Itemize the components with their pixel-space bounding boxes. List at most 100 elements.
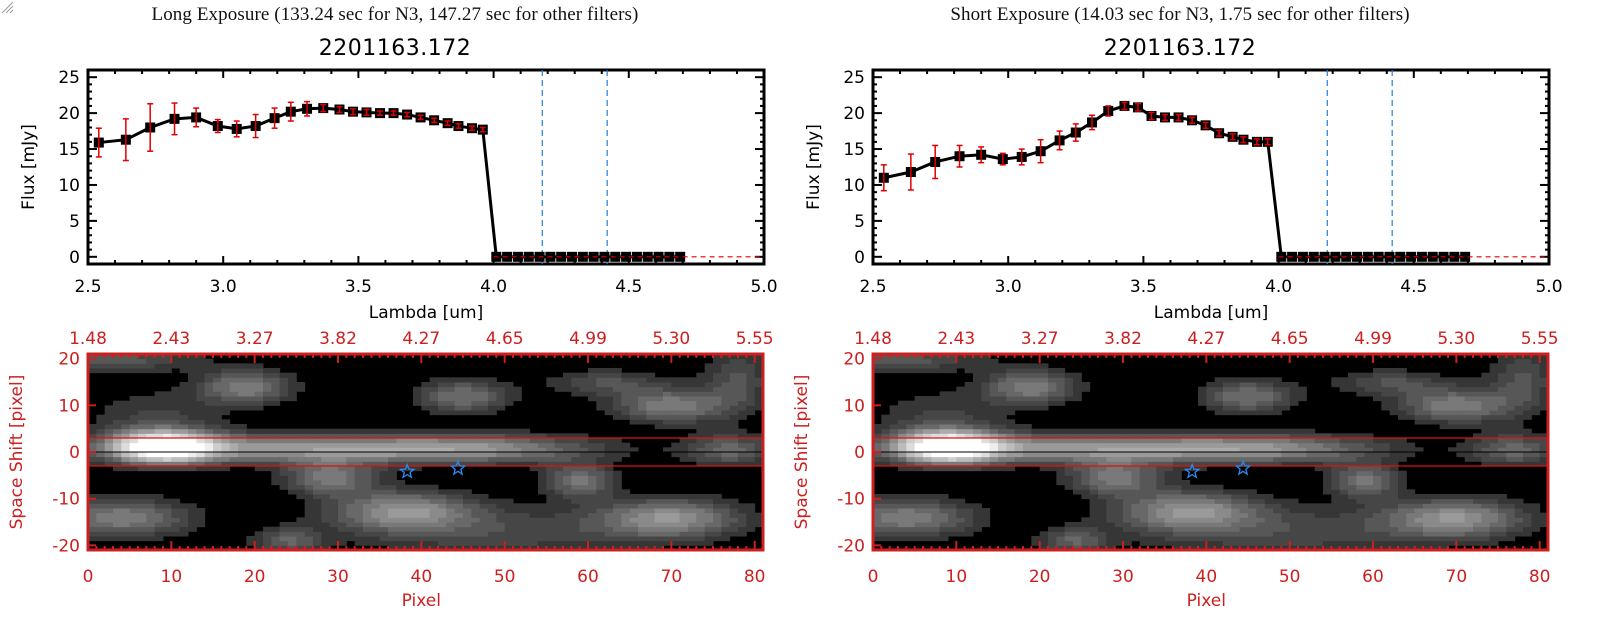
image-pixel: [338, 540, 347, 546]
image-pixel: [746, 386, 756, 392]
image-pixel: [1081, 447, 1091, 453]
image-pixel: [1498, 391, 1507, 397]
image-pixel: [138, 512, 147, 518]
image-pixel: [1081, 545, 1091, 551]
image-pixel: [873, 508, 882, 514]
image-pixel: [404, 536, 414, 542]
image-pixel: [1523, 512, 1532, 518]
image-pixel: [1514, 498, 1524, 504]
image-pixel: [704, 405, 714, 411]
image-pixel: [354, 475, 364, 481]
image-pixel: [471, 382, 481, 388]
image-pixel: [964, 526, 974, 532]
image-pixel: [271, 386, 281, 392]
image-pixel: [513, 461, 522, 467]
image-pixel: [1089, 442, 1099, 448]
image-pixel: [371, 531, 381, 537]
image-pixel: [1506, 531, 1516, 537]
image-pixel: [1523, 517, 1532, 523]
image-pixel: [1114, 461, 1124, 467]
image-pixel: [738, 447, 747, 453]
image-pixel: [396, 442, 406, 448]
image-pixel: [1048, 433, 1057, 439]
image-pixel: [504, 517, 514, 523]
image-pixel: [923, 424, 932, 430]
image-pixel: [1123, 540, 1132, 546]
image-pixel: [1198, 442, 1207, 448]
image-pixel: [1264, 531, 1274, 537]
image-pixel: [646, 419, 656, 425]
image-pixel: [496, 452, 506, 458]
image-pixel: [454, 531, 464, 537]
image-pixel: [1389, 470, 1399, 476]
image-pixel: [163, 456, 172, 462]
image-pixel: [513, 438, 522, 444]
image-pixel: [1406, 508, 1416, 514]
image-pixel: [1273, 536, 1282, 542]
image-pixel: [138, 517, 147, 523]
image-pixel: [313, 466, 322, 472]
image-pixel: [1356, 540, 1366, 546]
image-pixel: [229, 456, 239, 462]
image-pixel: [1114, 494, 1124, 500]
image-pixel: [1298, 522, 1307, 528]
data-point: [631, 251, 642, 262]
image-pixel: [1114, 498, 1124, 504]
image-pixel: [471, 442, 481, 448]
image-pixel: [88, 358, 97, 364]
image-pixel: [354, 456, 364, 462]
image-pixel: [121, 447, 131, 453]
image-pixel: [1273, 382, 1282, 388]
image-pixel: [1398, 442, 1407, 448]
image-pixel: [346, 484, 356, 490]
image-pixel: [663, 377, 672, 383]
image-pixel: [304, 466, 314, 472]
image-pixel: [454, 503, 464, 509]
image-pixel: [1156, 517, 1166, 523]
image-pixel: [113, 512, 122, 518]
image-pixel: [196, 396, 206, 402]
image-pixel: [696, 438, 706, 444]
image-pixel: [621, 377, 631, 383]
image-pixel: [1131, 447, 1141, 453]
image-pixel: [1023, 452, 1032, 458]
image-pixel: [1064, 540, 1074, 546]
image-pixel: [1456, 498, 1466, 504]
image-pixel: [1406, 405, 1416, 411]
image-pixel: [604, 368, 614, 374]
image-pixel: [1256, 438, 1266, 444]
image-pixel: [113, 517, 122, 523]
image-pixel: [713, 447, 722, 453]
image-pixel: [1239, 447, 1249, 453]
image-pixel: [1164, 466, 1174, 472]
image-pixel: [1064, 456, 1074, 462]
image-pixel: [1239, 428, 1249, 434]
image-pixel: [279, 545, 289, 551]
image-pixel: [1514, 354, 1524, 360]
image-pixel: [446, 508, 456, 514]
image-pixel: [1523, 358, 1532, 364]
image-pixel: [1531, 368, 1541, 374]
image-pixel: [1314, 536, 1324, 542]
image-pixel: [1489, 498, 1499, 504]
image-pixel: [454, 438, 464, 444]
image-pixel: [138, 503, 147, 509]
image-pixel: [898, 452, 907, 458]
image-pixel: [696, 517, 706, 523]
image-pixel: [1473, 405, 1482, 411]
image-pixel: [1031, 382, 1041, 388]
image-pixel: [1314, 522, 1324, 528]
image-pixel: [704, 433, 714, 439]
image-pixel: [288, 526, 297, 532]
image-pixel: [621, 512, 631, 518]
image-pixel: [271, 377, 281, 383]
image-pixel: [1281, 536, 1291, 542]
image-pixel: [388, 494, 397, 500]
image-pixel: [654, 498, 664, 504]
y-tick-label: 25: [58, 68, 80, 88]
image-pixel: [254, 382, 264, 388]
image-pixel: [329, 466, 339, 472]
image-pixel: [479, 433, 489, 439]
image-pixel: [1489, 494, 1499, 500]
image-pixel: [1006, 424, 1016, 430]
